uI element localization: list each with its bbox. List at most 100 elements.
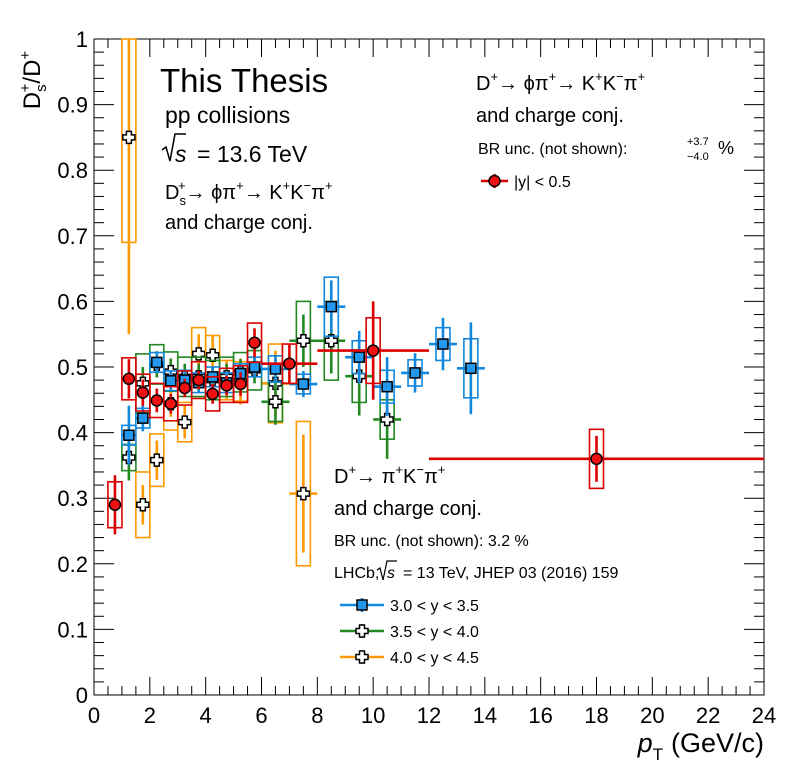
dplus-phi-conj-label: and charge conj. bbox=[476, 105, 624, 127]
x-axis-label: pT (GeV/c) bbox=[637, 728, 764, 764]
legend-marker-orange bbox=[355, 650, 369, 664]
x-tick-label: 24 bbox=[752, 703, 776, 728]
sys-box-red bbox=[232, 364, 249, 404]
marker-red bbox=[220, 379, 233, 392]
y-axis-label: Ds+/D+ bbox=[17, 51, 50, 110]
x-tick-label: 16 bbox=[528, 703, 552, 728]
sys-box-orange bbox=[176, 401, 193, 443]
marker-blue bbox=[165, 375, 177, 387]
sqrt-symbol-small bbox=[376, 560, 397, 581]
marker-red bbox=[108, 498, 122, 512]
x-tick-label: 0 bbox=[88, 703, 100, 728]
energy-label: s = 13.6 TeV bbox=[161, 133, 308, 167]
marker-blue bbox=[297, 378, 310, 390]
y-tick-label: 0 bbox=[76, 683, 88, 708]
legend-entry-orange: 4.0 < y < 4.5 bbox=[340, 650, 479, 667]
legend-entry-blue: 3.0 < y < 3.5 bbox=[340, 598, 479, 615]
marker-blue bbox=[353, 351, 365, 363]
ds-conj-label: and charge conj. bbox=[165, 212, 313, 234]
marker-red bbox=[150, 394, 164, 407]
y-tick-label: 0.1 bbox=[57, 617, 88, 642]
marker-red bbox=[136, 386, 150, 399]
y-tick-label: 0.2 bbox=[57, 552, 88, 577]
y-tick-label: 1 bbox=[76, 27, 88, 52]
marker-red bbox=[192, 373, 205, 387]
marker-green bbox=[296, 334, 311, 348]
marker-orange bbox=[191, 347, 206, 361]
marker-green bbox=[268, 395, 283, 409]
legend-marker-blue bbox=[356, 599, 368, 611]
legend: |y| < 0.5 3.0 < y < 3.5 3.5 < y < 4.0 4.0 <… bbox=[340, 174, 571, 667]
legend-marker-green bbox=[355, 624, 369, 638]
legend-entry-red: |y| < 0.5 bbox=[481, 174, 571, 191]
br-unc-up: +3.7 bbox=[687, 136, 709, 148]
x-tick-label: 6 bbox=[255, 703, 267, 728]
legend-entry-green: 3.5 < y < 4.0 bbox=[340, 624, 479, 641]
marker-red bbox=[164, 397, 178, 410]
y-tick-label: 0.4 bbox=[57, 421, 88, 446]
x-tick-label: 8 bbox=[311, 703, 323, 728]
axis-ticks: 0 2 4 6 8 10 12 14 16 18 20 22 2400.10.20.30.40.50.6… bbox=[57, 27, 776, 728]
marker-blue bbox=[381, 380, 393, 393]
ds-decay-label: Ds+→ ϕπ+→ K+K−π+ bbox=[165, 178, 333, 208]
sys-box-red bbox=[246, 322, 263, 364]
thesis-title: This Thesis bbox=[160, 62, 328, 99]
svg-text:= 13.6 TeV: = 13.6 TeV bbox=[197, 141, 308, 167]
legend-marker-red bbox=[488, 174, 501, 188]
marker-red bbox=[122, 372, 136, 386]
y-tick-label: 0.8 bbox=[57, 158, 88, 183]
y-tick-label: 0.6 bbox=[57, 289, 88, 314]
x-tick-label: 12 bbox=[417, 703, 441, 728]
sys-box-orange bbox=[149, 433, 165, 488]
legend-label-orange: 4.0 < y < 4.5 bbox=[390, 650, 479, 667]
marker-orange bbox=[296, 486, 311, 501]
dplus-kpi-conj-label: and charge conj. bbox=[334, 498, 482, 520]
x-tick-label: 14 bbox=[473, 703, 497, 728]
lhcb-ref-label: LHCb, s = 13 TeV, JHEP 03 (2016) 159 bbox=[334, 560, 619, 582]
marker-blue bbox=[437, 338, 449, 350]
legend-label-red: |y| < 0.5 bbox=[514, 174, 571, 191]
marker-red bbox=[283, 357, 296, 370]
x-tick-label: 4 bbox=[200, 703, 212, 728]
br-unc-percent: % bbox=[718, 138, 734, 158]
marker-blue bbox=[325, 300, 338, 313]
marker-red bbox=[248, 336, 261, 349]
marker-orange bbox=[122, 130, 136, 145]
marker-blue bbox=[123, 429, 135, 441]
marker-blue bbox=[248, 361, 261, 373]
data-series bbox=[107, 38, 764, 567]
sqrt-symbol bbox=[161, 133, 186, 162]
plot-frame bbox=[93, 38, 765, 696]
legend-label-blue: 3.0 < y < 3.5 bbox=[390, 598, 479, 615]
y-tick-label: 0.9 bbox=[57, 93, 88, 118]
x-tick-label: 22 bbox=[696, 703, 720, 728]
marker-green bbox=[324, 334, 339, 348]
marker-orange bbox=[177, 415, 192, 429]
marker-red bbox=[178, 381, 191, 395]
marker-blue bbox=[465, 362, 477, 375]
marker-blue bbox=[409, 367, 421, 379]
marker-blue bbox=[137, 412, 149, 424]
marker-red bbox=[234, 377, 247, 391]
marker-orange bbox=[136, 498, 150, 512]
br-unc-down: −4.0 bbox=[687, 151, 709, 163]
x-tick-label: 20 bbox=[640, 703, 664, 728]
marker-blue bbox=[269, 363, 282, 375]
marker-green bbox=[380, 412, 394, 427]
svg-text:= 13 TeV, JHEP 03 (2016) 159: = 13 TeV, JHEP 03 (2016) 159 bbox=[403, 565, 619, 582]
sys-box-orange bbox=[135, 471, 151, 539]
svg-text:LHCb,: LHCb, bbox=[334, 565, 379, 582]
legend-label-green: 3.5 < y < 4.0 bbox=[390, 624, 479, 641]
y-tick-label: 0.5 bbox=[57, 355, 88, 380]
svg-text:s: s bbox=[387, 565, 395, 582]
marker-orange bbox=[150, 453, 164, 467]
collision-label: pp collisions bbox=[165, 102, 290, 128]
y-tick-label: 0.7 bbox=[57, 224, 88, 249]
marker-red bbox=[366, 344, 380, 357]
br-unc2-label: BR unc. (not shown): 3.2 % bbox=[334, 533, 529, 550]
dplus-kpi-decay-label: D+→ π+K−π+ bbox=[334, 462, 445, 488]
dplus-phi-decay-label: D+→ ϕπ+→ K+K−π+ bbox=[476, 69, 645, 95]
marker-red bbox=[206, 387, 219, 401]
svg-text:s: s bbox=[175, 141, 187, 167]
